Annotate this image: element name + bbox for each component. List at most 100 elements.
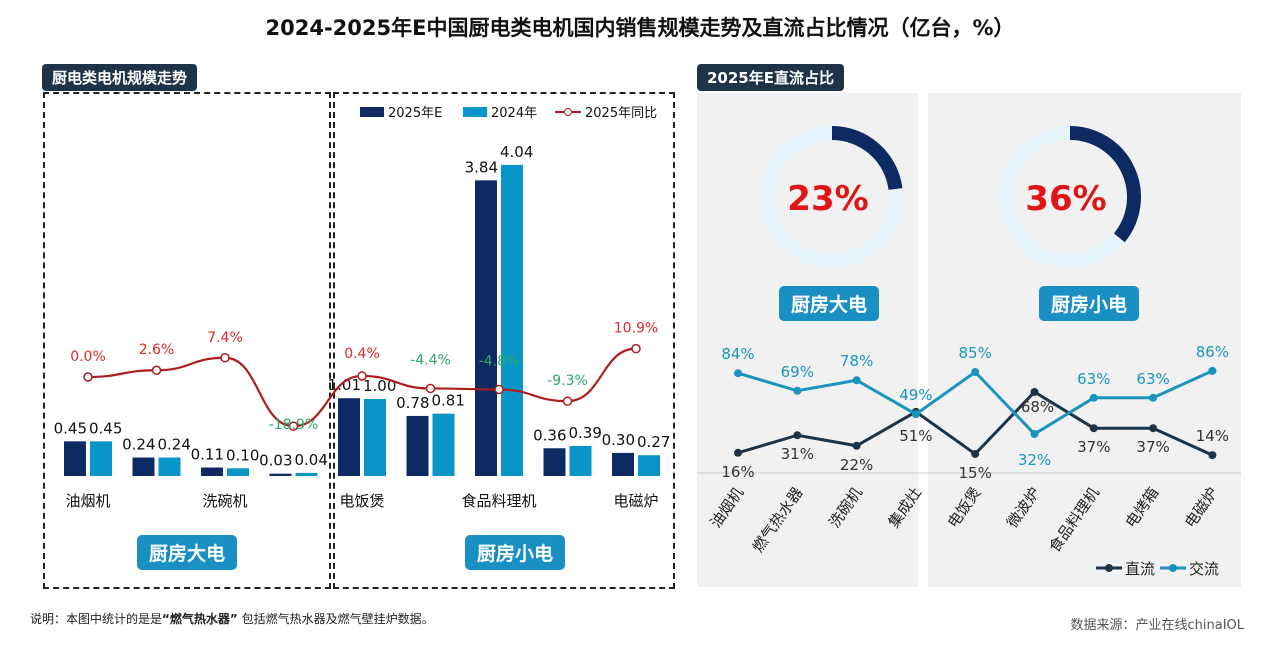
yoy-point	[631, 343, 641, 354]
series-point	[793, 431, 802, 440]
bar-label-2025: 0.45	[54, 419, 87, 437]
x-tick-label: 电烤箱	[1122, 484, 1163, 531]
legend-label: 2025年E	[388, 106, 442, 121]
bar-label-2024: 0.39	[569, 424, 602, 442]
bar-2025	[64, 441, 86, 476]
yoy-label: 0.0%	[70, 349, 106, 365]
bar-2025	[132, 457, 155, 476]
series-point	[1149, 393, 1158, 402]
series-label: 16%	[721, 463, 754, 481]
bar-2024	[364, 399, 386, 476]
bar-2025	[543, 448, 566, 476]
series-point	[911, 410, 920, 419]
yoy-point	[562, 396, 573, 406]
series-label: 86%	[1196, 343, 1229, 361]
series-point	[1089, 393, 1098, 402]
bar-label-2024: 0.45	[89, 419, 122, 437]
series-label: 63%	[1136, 370, 1169, 388]
bar-2024	[227, 468, 249, 476]
donut-arc	[1069, 126, 1141, 243]
note-suffix: 包括燃气热水器及燃气壁挂炉数据。	[237, 612, 434, 626]
bar-label-2025: 3.84	[465, 158, 498, 176]
series-point	[1089, 424, 1098, 433]
series-point	[734, 448, 742, 457]
yoy-label: 10.9%	[614, 321, 658, 337]
legend-label: 2025年同比	[585, 106, 657, 121]
x-tick-label: 微波炉	[1003, 484, 1044, 531]
series-point	[971, 368, 980, 377]
series-point	[734, 369, 742, 378]
series-label: 68%	[1021, 398, 1054, 416]
bar-2025	[269, 473, 292, 476]
series-label: 78%	[840, 352, 873, 370]
donut-badge-large: 厨房大电	[778, 286, 880, 321]
x-tick-label: 电磁炉	[613, 492, 658, 510]
x-tick-label: 电磁炉	[1181, 484, 1222, 531]
series-label: 51%	[899, 427, 932, 445]
large-appliance-box	[43, 92, 331, 589]
legend-swatch	[463, 107, 487, 117]
yoy-label: -4.8%	[479, 353, 520, 369]
yoy-point	[494, 384, 504, 395]
large-appliance-panel	[697, 93, 918, 587]
series-point	[852, 376, 861, 385]
yoy-label: -18.9%	[269, 417, 319, 433]
x-tick-label: 洗碗机	[202, 492, 247, 510]
bar-label-2025: 1.01	[328, 376, 361, 394]
yoy-point	[357, 371, 367, 381]
bar-label-2025: 0.78	[396, 394, 429, 412]
series-point	[1208, 451, 1217, 460]
series-label: 63%	[1077, 370, 1110, 388]
bar-label-2024: 0.10	[226, 446, 259, 464]
series-label: 31%	[781, 445, 814, 463]
legend-marker	[1169, 564, 1177, 572]
legend-swatch	[360, 107, 384, 117]
bar-2025	[406, 415, 429, 476]
chart-title: 2024-2025年E中国厨电类电机国内销售规模走势及直流占比情况（亿台，%）	[265, 16, 1015, 40]
bar-label-2024: 4.04	[500, 143, 533, 161]
bar-2024	[432, 413, 455, 476]
series-point	[852, 441, 861, 450]
bar-label-2025: 0.11	[191, 446, 224, 464]
bar-2024	[158, 457, 181, 476]
series-point	[1149, 424, 1158, 433]
series-point	[1030, 430, 1039, 439]
bar-2025	[475, 180, 497, 476]
legend-label: 2024年	[491, 106, 537, 121]
source-text: 数据来源：产业在线chinaIOL	[1070, 618, 1244, 633]
footnote: 说明：本图中统计的是是“燃气热水器” 包括燃气热水器及燃气壁挂炉数据。	[30, 610, 434, 627]
legend-label: 直流	[1125, 560, 1155, 578]
series-point	[971, 449, 980, 458]
yoy-point	[425, 383, 436, 394]
x-tick-label: 食品料理机	[461, 492, 536, 510]
series-point	[1030, 387, 1039, 396]
donut-value: 36%	[1025, 179, 1106, 219]
yoy-label: -9.3%	[547, 373, 588, 389]
series-label: 14%	[1196, 427, 1229, 445]
bar-label-2024: 0.24	[158, 436, 191, 454]
yoy-label: -4.4%	[410, 352, 451, 368]
series-label: 85%	[959, 344, 992, 362]
bar-label-2025: 0.30	[602, 431, 635, 449]
x-tick-label: 燃气热水器	[749, 484, 807, 556]
donut-value: 23%	[787, 179, 868, 219]
series-point	[1208, 366, 1217, 375]
bar-2025	[338, 398, 360, 476]
bar-2025	[201, 467, 223, 476]
note-prefix: 说明：本图中统计的是是	[30, 612, 163, 626]
yoy-point	[83, 372, 93, 382]
series-label: 84%	[721, 345, 754, 363]
small-appliance-panel	[928, 93, 1241, 587]
donut-badge-small: 厨房小电	[1038, 286, 1140, 321]
x-tick-label: 洗碗机	[825, 484, 866, 531]
series-label: 37%	[1077, 438, 1110, 456]
bar-label-2024: 0.04	[295, 451, 328, 469]
group-badge-small: 厨房小电	[464, 535, 566, 570]
yoy-label: 2.6%	[139, 342, 175, 358]
x-tick-label: 集成灶	[885, 484, 926, 531]
left-section-tag: 厨电类电机规模走势	[42, 64, 198, 91]
series-point	[793, 386, 802, 395]
series-label: 22%	[840, 456, 873, 474]
bar-2024	[295, 472, 318, 476]
legend-marker	[1105, 564, 1113, 572]
